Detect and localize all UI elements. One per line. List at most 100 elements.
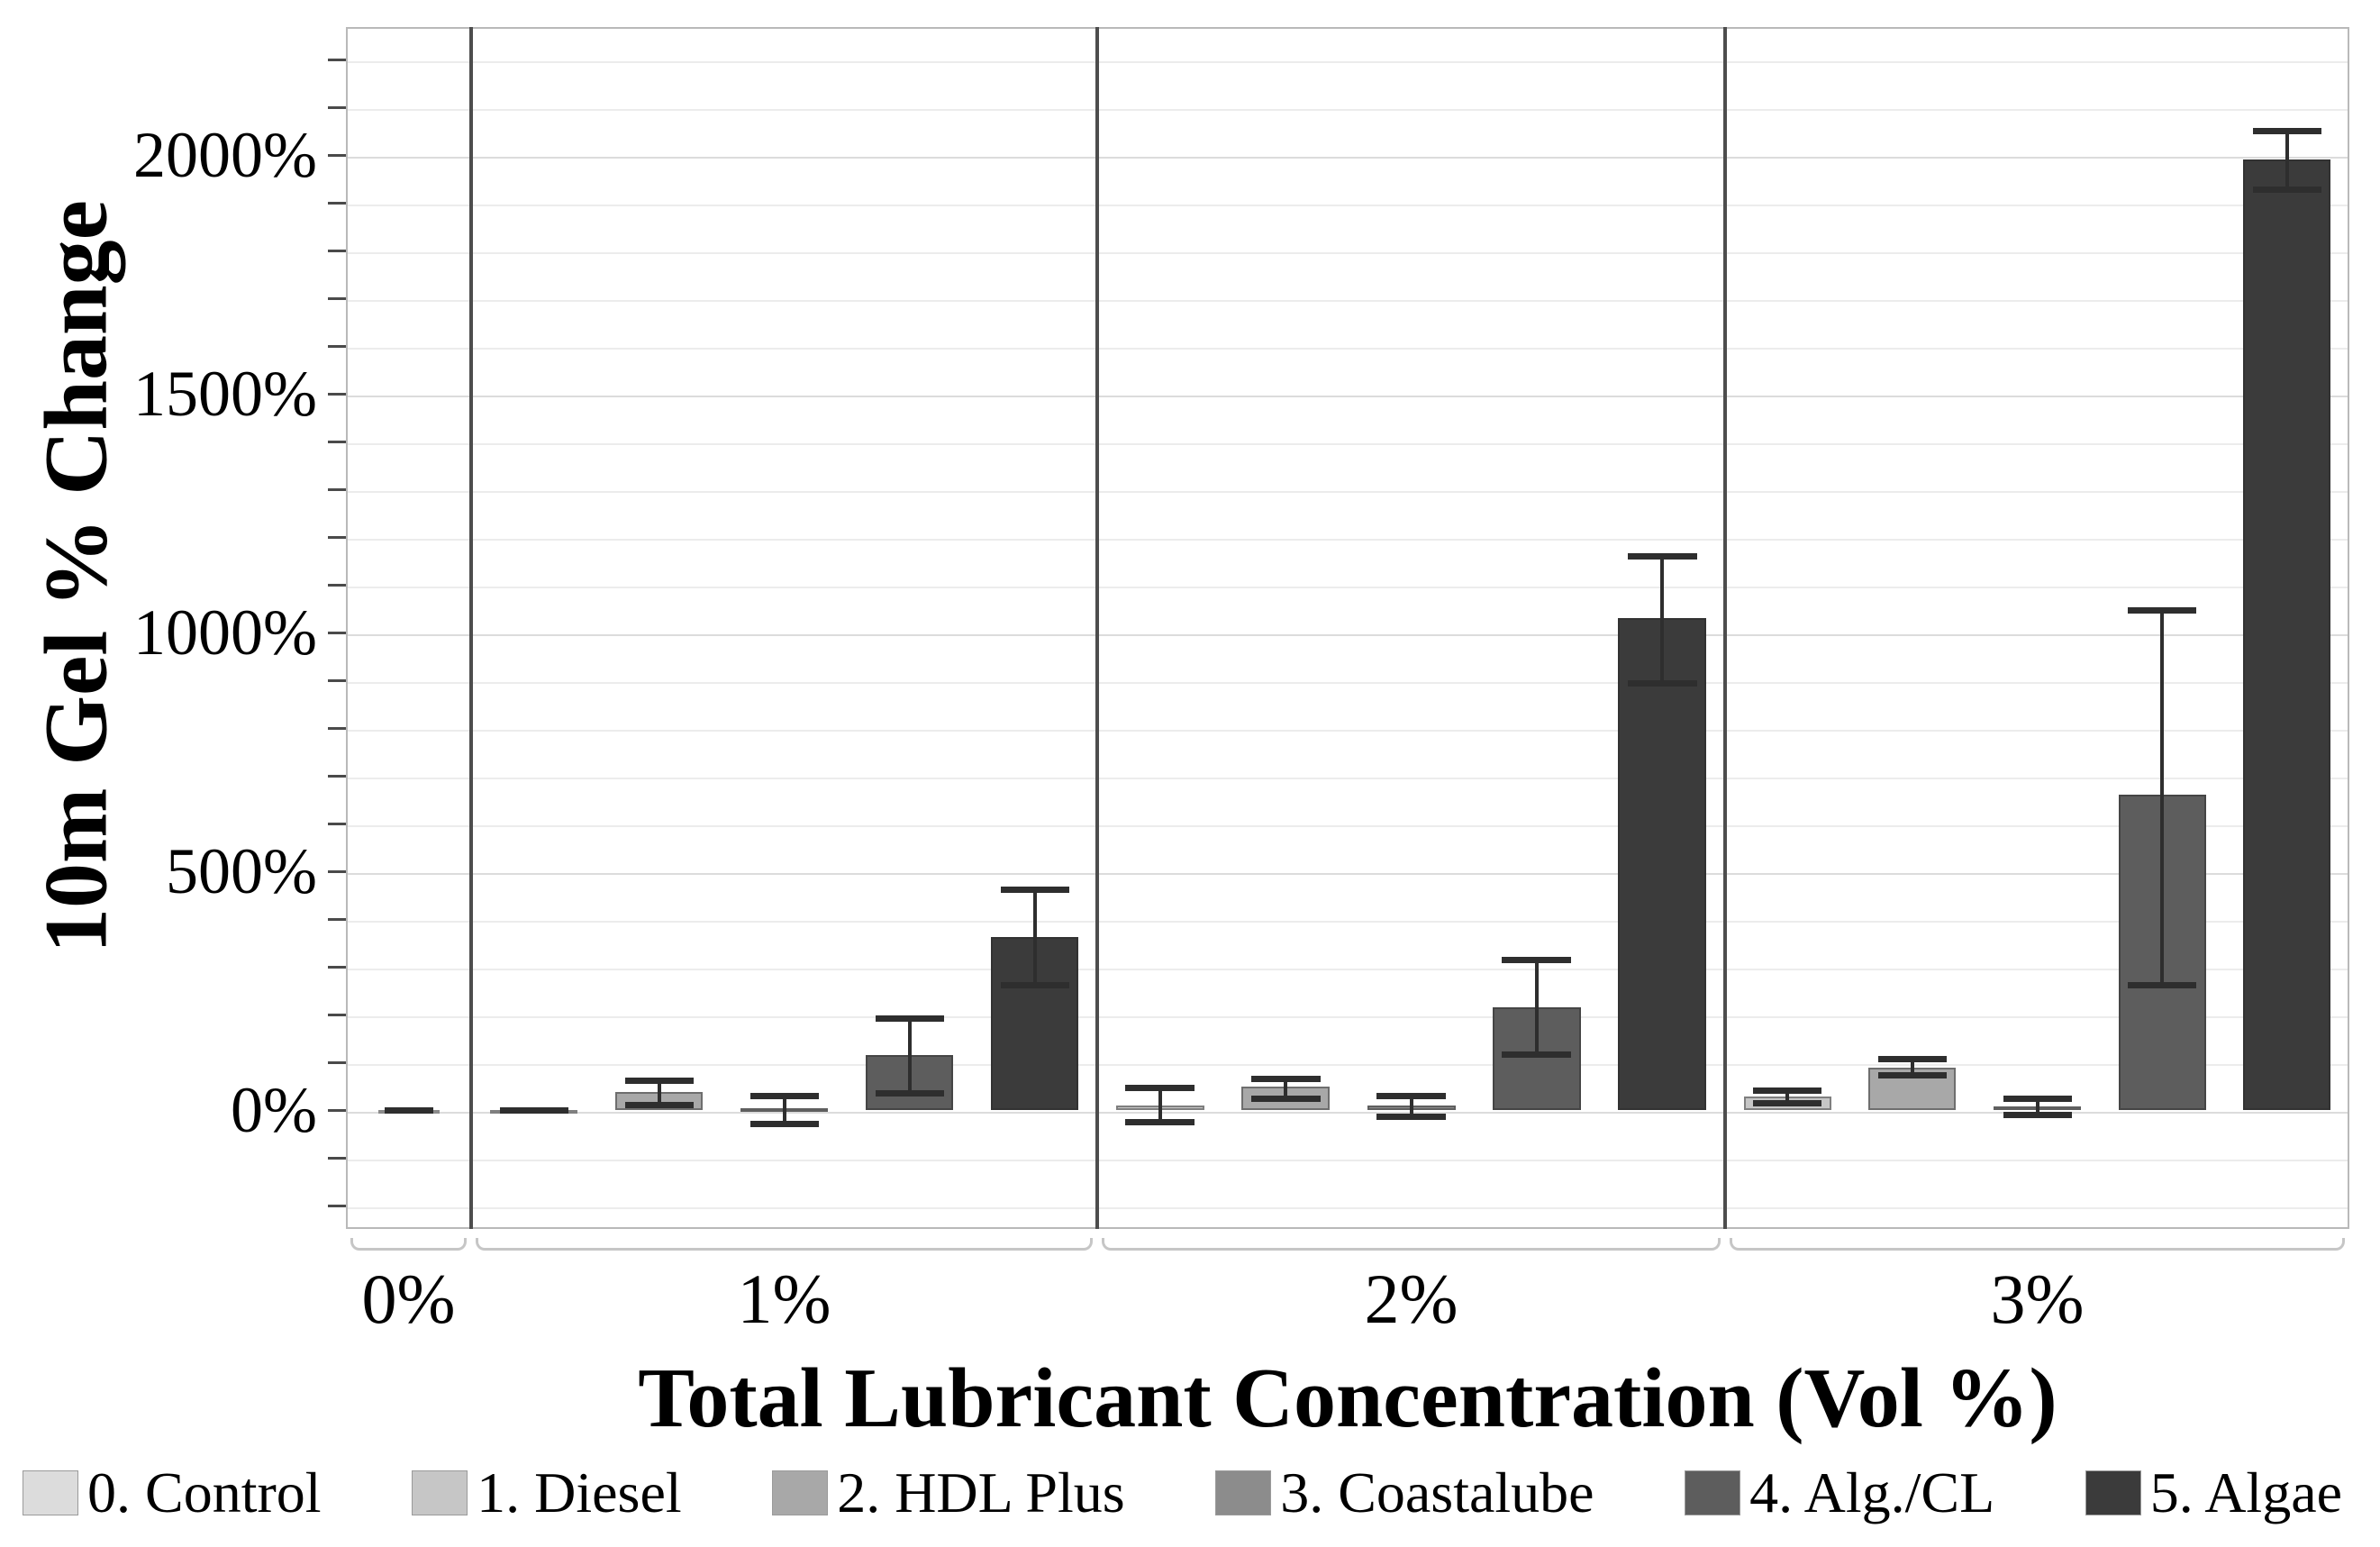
x-axis-bracket	[476, 1238, 1093, 1251]
facet-separator	[1723, 27, 1727, 1229]
error-bar-cap	[2253, 128, 2321, 134]
y-tick-label: 0%	[231, 1074, 317, 1146]
error-bar-cap	[750, 1121, 819, 1127]
error-bar-whisker	[658, 1080, 661, 1105]
x-facet-label: 2%	[1364, 1260, 1458, 1338]
error-bar-cap	[1753, 1087, 1821, 1094]
gridline	[348, 1016, 2348, 1018]
gridline	[348, 587, 2348, 588]
error-bar-whisker	[2285, 131, 2289, 189]
error-bar-cap	[750, 1093, 819, 1099]
legend-swatch	[772, 1470, 829, 1515]
error-bar-cap	[625, 1102, 694, 1108]
legend-label: 0. Control	[87, 1461, 322, 1524]
legend: 0. Control 1. Diesel 2. HDL Plus 3. Coastal…	[0, 1443, 2380, 1542]
bar-5-algae	[1618, 618, 1706, 1110]
legend-label: 3. Coastalube	[1280, 1461, 1594, 1524]
y-axis-tick	[328, 536, 346, 539]
facet-separator	[1095, 27, 1099, 1229]
gridline	[348, 396, 2348, 397]
x-axis-title: Total Lubricant Concentration (Vol %)	[638, 1351, 2058, 1445]
error-bar-cap	[1878, 1056, 1947, 1062]
gridline	[348, 61, 2348, 63]
y-tick-label: 1000%	[133, 596, 317, 669]
gridline	[348, 252, 2348, 254]
error-bar-cap	[1376, 1093, 1446, 1099]
error-bar-whisker	[908, 1018, 912, 1093]
y-axis-tick	[328, 1205, 346, 1207]
error-bar-cap	[1753, 1100, 1821, 1106]
gridline	[348, 1112, 2348, 1114]
y-axis-tick	[328, 1061, 346, 1064]
y-axis-tick	[328, 966, 346, 969]
y-tick-label: 1500%	[133, 358, 317, 430]
error-bar-cap	[1878, 1072, 1947, 1078]
gridline	[348, 634, 2348, 636]
error-bar-whisker	[2036, 1098, 2039, 1115]
y-axis-tick	[328, 1157, 346, 1160]
x-facet-label: 3%	[1990, 1260, 2085, 1338]
error-bar-cap	[1376, 1114, 1446, 1120]
error-bar-whisker	[2160, 610, 2164, 985]
gridline	[348, 730, 2348, 732]
y-axis-tick	[328, 584, 346, 587]
legend-label: 2. HDL Plus	[837, 1461, 1125, 1524]
error-bar-cap	[1502, 1051, 1571, 1058]
facet-separator	[469, 27, 473, 1229]
legend-label: 1. Diesel	[477, 1461, 682, 1524]
error-bar-cap	[2003, 1112, 2072, 1118]
y-axis-tick	[328, 393, 346, 396]
gridline	[348, 300, 2348, 302]
y-axis-tick	[328, 727, 346, 730]
error-bar-whisker	[1911, 1059, 1914, 1075]
gridline	[348, 443, 2348, 445]
y-axis-tick	[328, 1109, 346, 1112]
bar-5-algae	[2243, 159, 2330, 1110]
y-axis-tick	[328, 345, 346, 348]
error-bar-whisker	[783, 1096, 786, 1124]
y-axis-tick	[328, 106, 346, 109]
legend-item: 5. Algae	[2085, 1464, 2342, 1522]
x-facet-label: 1%	[737, 1260, 831, 1338]
gridline	[348, 348, 2348, 350]
error-bar-cap	[625, 1078, 694, 1084]
gridline	[348, 1160, 2348, 1161]
y-axis-tick	[328, 202, 346, 205]
gridline	[348, 682, 2348, 684]
gridline	[348, 778, 2348, 779]
y-axis-tick	[328, 488, 346, 491]
legend-swatch	[412, 1470, 468, 1515]
legend-item: 2. HDL Plus	[772, 1461, 1125, 1524]
error-bar-whisker	[1535, 960, 1539, 1054]
y-axis-tick	[328, 632, 346, 634]
error-bar-whisker	[1158, 1087, 1162, 1122]
legend-item: 0. Control	[23, 1464, 322, 1522]
legend-label: 4. Alg./CL	[1749, 1461, 1995, 1524]
error-bar-cap	[1001, 887, 1069, 893]
legend-label: 5. Algae	[2149, 1461, 2342, 1524]
y-axis-tick	[328, 679, 346, 682]
legend-swatch	[23, 1470, 78, 1515]
legend-swatch	[2085, 1470, 2141, 1515]
gridline	[348, 109, 2348, 111]
gridline	[348, 1207, 2348, 1209]
gridline	[348, 825, 2348, 827]
legend-item: 1. Diesel	[412, 1464, 682, 1522]
y-axis-tick	[328, 823, 346, 825]
y-axis-title: 10m Gel % Change	[25, 199, 126, 954]
error-bar-whisker	[1410, 1096, 1413, 1116]
y-axis-tick	[328, 250, 346, 252]
error-bar-cap	[2253, 187, 2321, 193]
y-tick-label: 2000%	[133, 119, 317, 191]
legend-item: 4. Alg./CL	[1685, 1464, 1994, 1522]
x-axis-bracket	[350, 1238, 467, 1251]
y-axis-tick	[328, 441, 346, 443]
y-axis-tick	[328, 154, 346, 157]
y-axis-tick	[328, 775, 346, 778]
y-axis-tick	[328, 1014, 346, 1016]
error-bar-cap	[1628, 553, 1697, 560]
error-bar-cap	[2128, 982, 2196, 988]
gridline	[348, 921, 2348, 923]
error-bar-cap	[1502, 957, 1571, 963]
